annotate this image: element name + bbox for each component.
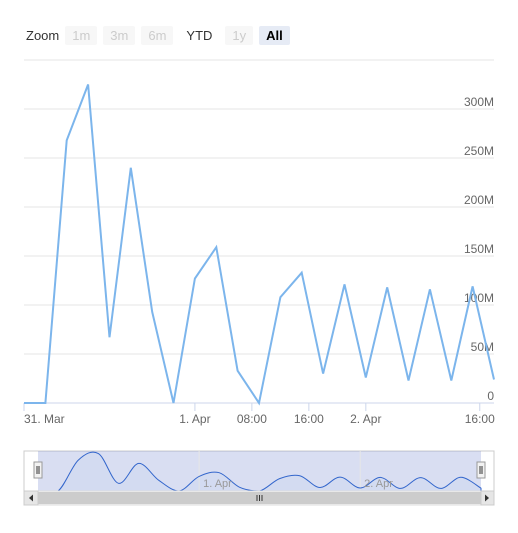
navigator-tick-label: 2. Apr: [364, 478, 393, 490]
x-tick-label: 16:00: [294, 412, 324, 426]
series-line: [24, 84, 495, 406]
x-tick-label: 2. Apr: [350, 412, 381, 426]
grid-lines: [24, 59, 494, 404]
zoom-button-3m[interactable]: 3m: [103, 25, 136, 45]
zoom-button-all[interactable]: All: [259, 25, 290, 45]
x-tick-label: 1. Apr: [179, 412, 210, 426]
navigator-handle-right[interactable]: [476, 461, 486, 479]
range-selector: Zoom 1m 3m 6m YTD 1y All: [26, 24, 296, 46]
x-axis-ticks: 31. Mar 1. Apr 08:00 16:00 2. Apr 16:00: [23, 403, 495, 426]
y-tick-label: 200M: [464, 193, 494, 207]
zoom-buttons: 1m 3m 6m YTD 1y All: [65, 25, 296, 45]
navigator-selected-range[interactable]: [38, 451, 481, 491]
x-tick-label: 08:00: [237, 412, 267, 426]
y-tick-label: 250M: [464, 144, 494, 158]
y-tick-label: 0: [487, 389, 494, 403]
x-tick-label: 31. Mar: [24, 412, 65, 426]
navigator-handle-left[interactable]: [33, 461, 43, 479]
y-tick-label: 50M: [471, 340, 494, 354]
y-tick-label: 300M: [464, 95, 494, 109]
arrow-right-icon: [485, 494, 489, 502]
y-tick-label: 150M: [464, 242, 494, 256]
zoom-label: Zoom: [26, 27, 60, 43]
navigator-x-ticks: 1. Apr 2. Apr: [203, 478, 393, 490]
zoom-button-1m[interactable]: 1m: [65, 25, 98, 45]
arrow-left-icon: [29, 494, 33, 502]
x-tick-label: 16:00: [465, 412, 495, 426]
navigator[interactable]: 1. Apr 2. Apr: [23, 450, 495, 492]
scrollbar[interactable]: [23, 490, 495, 506]
zoom-button-1y[interactable]: 1y: [225, 25, 254, 45]
zoom-button-6m[interactable]: 6m: [141, 25, 174, 45]
zoom-button-ytd[interactable]: YTD: [179, 25, 220, 45]
navigator-tick-label: 1. Apr: [203, 478, 232, 490]
